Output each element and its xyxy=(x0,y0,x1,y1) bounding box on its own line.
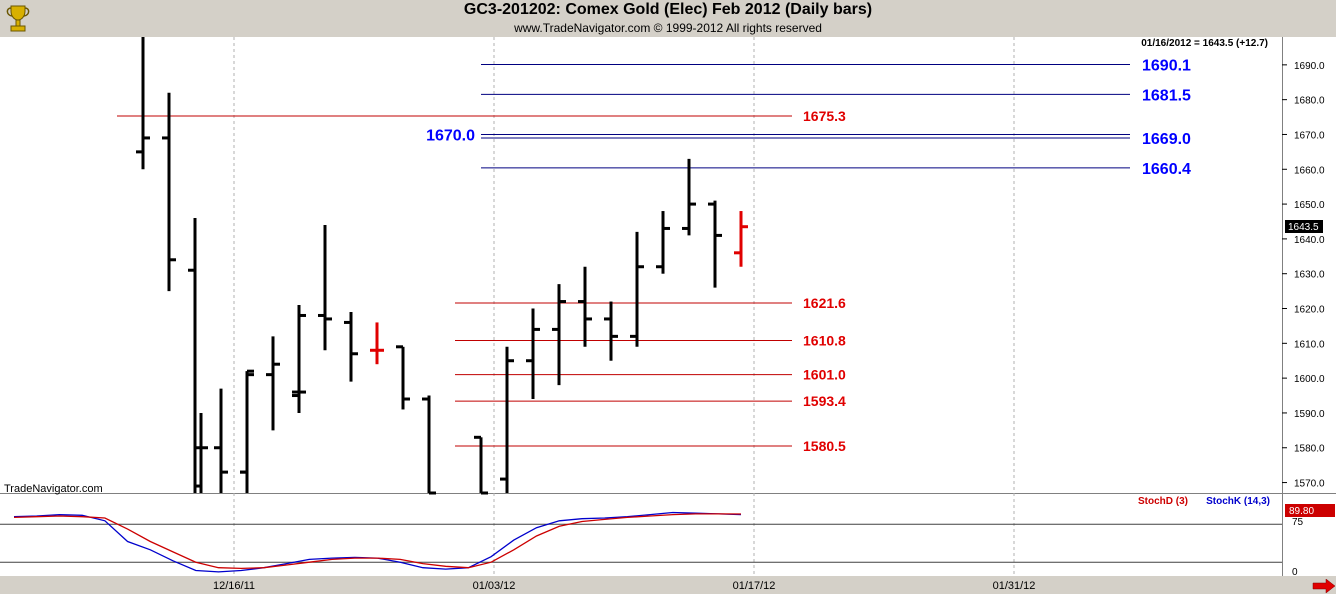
y-tick-label: 1620.0 xyxy=(1294,305,1325,316)
last-price-info: 01/16/2012 = 1643.5 (+12.7) xyxy=(1141,38,1268,49)
trophy-icon[interactable] xyxy=(3,2,33,34)
price-bars xyxy=(136,37,748,495)
blue-level-label: 1669.0 xyxy=(1142,131,1191,148)
price-chart[interactable]: 1690.1 1681.5 1670.0 1669.0 1660.4 1675.3 1621… xyxy=(0,37,1336,594)
copyright-text: www.TradeNavigator.com © 1999-2012 All r… xyxy=(514,21,822,35)
stoch-tick-75: 75 xyxy=(1292,517,1304,528)
price-bar xyxy=(682,158,696,236)
blue-level-label: 1670.0 xyxy=(426,127,475,144)
stochk-legend: StochK (14,3) xyxy=(1206,496,1270,507)
red-level-label: 1580.5 xyxy=(803,438,846,454)
watermark: TradeNavigator.com xyxy=(4,483,103,495)
date-axis-area xyxy=(0,576,1282,594)
price-bar xyxy=(194,412,208,493)
price-levels: 1690.1 1681.5 1670.0 1669.0 1660.4 1675.3 1621… xyxy=(117,57,1191,454)
price-bar xyxy=(266,336,280,431)
blue-level-label: 1690.1 xyxy=(1142,57,1191,74)
red-level-label: 1601.0 xyxy=(803,367,846,383)
price-bar xyxy=(656,211,670,274)
y-tick-label: 1690.0 xyxy=(1294,61,1325,72)
price-bar xyxy=(292,305,306,400)
chart-title: GC3-201202: Comex Gold (Elec) Feb 2012 (… xyxy=(463,1,873,18)
y-tick-label: 1580.0 xyxy=(1294,444,1325,455)
price-bar xyxy=(396,345,410,410)
price-bar xyxy=(604,301,618,361)
y-tick-label: 1630.0 xyxy=(1294,270,1325,281)
red-level-label: 1610.8 xyxy=(803,333,846,349)
price-bar xyxy=(526,308,540,400)
stochd-legend: StochD (3) xyxy=(1138,496,1188,507)
red-level-label: 1593.4 xyxy=(803,393,846,409)
red-level-label: 1675.3 xyxy=(803,108,846,124)
y-tick-label: 1670.0 xyxy=(1294,130,1325,141)
red-level-label: 1621.6 xyxy=(803,295,846,311)
svg-text:89.80: 89.80 xyxy=(1289,506,1314,517)
price-bar xyxy=(578,266,592,347)
y-tick-label: 1650.0 xyxy=(1294,200,1325,211)
x-tick-label: 01/17/12 xyxy=(733,580,776,592)
price-plot-area xyxy=(0,37,1282,493)
price-bar xyxy=(318,224,332,351)
stochd-line xyxy=(13,513,742,570)
price-bar xyxy=(240,373,254,476)
blue-level-label: 1660.4 xyxy=(1142,161,1191,178)
price-bar xyxy=(734,211,748,267)
price-bar xyxy=(344,311,358,382)
price-axis-area xyxy=(1282,37,1336,493)
price-axis: 1570.0 1580.0 1590.0 1600.0 1610.0 1620.0 1630… xyxy=(1282,61,1325,490)
y-tick-label: 1590.0 xyxy=(1294,409,1325,420)
y-tick-label: 1600.0 xyxy=(1294,374,1325,385)
arrow-right-icon[interactable] xyxy=(1312,579,1336,593)
price-bar xyxy=(162,92,176,292)
indicator-plot-area xyxy=(0,494,1282,576)
price-bar xyxy=(474,435,488,495)
y-tick-label: 1680.0 xyxy=(1294,96,1325,107)
price-bar xyxy=(500,346,514,493)
stochastic-panel xyxy=(0,511,1282,573)
price-bar xyxy=(708,200,722,288)
blue-level-label: 1681.5 xyxy=(1142,87,1191,104)
price-bar xyxy=(552,284,566,386)
current-stoch-label: 89.80 xyxy=(1285,504,1335,517)
date-axis: 12/16/11 01/03/12 01/17/12 01/31/12 xyxy=(213,580,1035,592)
price-bar xyxy=(370,322,384,365)
svg-text:1643.5: 1643.5 xyxy=(1288,222,1319,233)
x-tick-label: 01/03/12 xyxy=(473,580,516,592)
price-bar xyxy=(136,37,150,170)
y-tick-label: 1660.0 xyxy=(1294,165,1325,176)
price-bar xyxy=(214,388,228,493)
x-tick-label: 01/31/12 xyxy=(993,580,1036,592)
y-tick-label: 1640.0 xyxy=(1294,235,1325,246)
price-bar xyxy=(422,395,436,495)
price-bar xyxy=(630,231,644,347)
y-tick-label: 1610.0 xyxy=(1294,339,1325,350)
x-tick-label: 12/16/11 xyxy=(213,580,255,592)
y-tick-label: 1570.0 xyxy=(1294,479,1325,490)
chart-header: GC3-201202: Comex Gold (Elec) Feb 2012 (… xyxy=(0,0,1336,37)
last-price-tag: 1643.5 xyxy=(1285,220,1323,233)
stoch-tick-0: 0 xyxy=(1292,567,1298,578)
